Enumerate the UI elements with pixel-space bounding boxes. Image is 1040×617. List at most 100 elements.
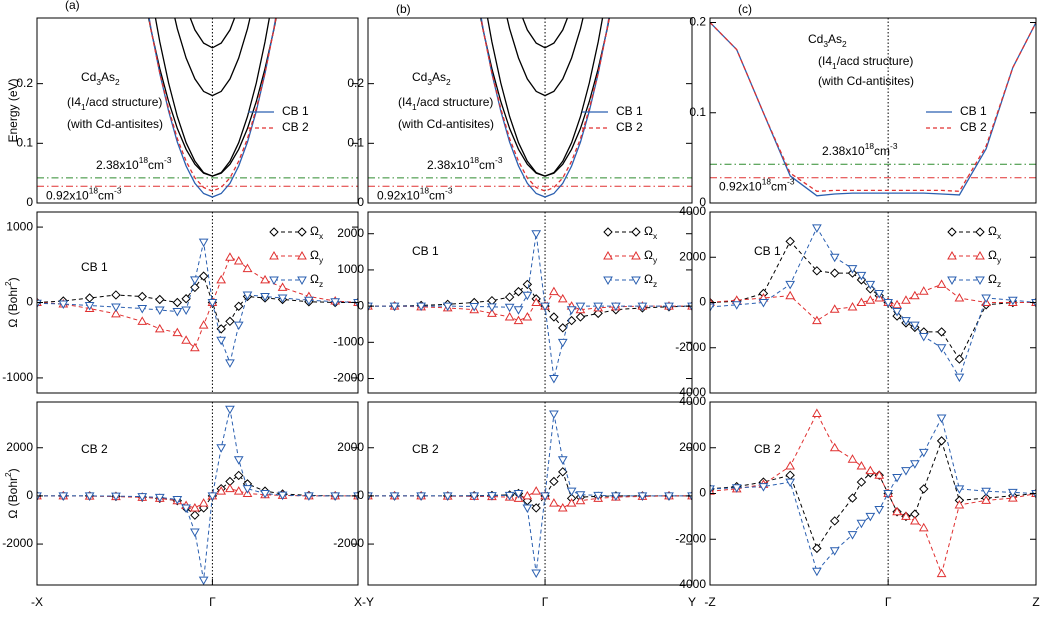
data-point — [172, 308, 183, 317]
data-point — [829, 442, 840, 452]
data-point — [469, 302, 480, 312]
data-point — [260, 292, 270, 302]
data-point — [58, 300, 69, 310]
legend-label-part: z — [997, 279, 1001, 289]
data-point — [154, 306, 165, 316]
data-point — [277, 491, 288, 501]
data-point — [531, 297, 542, 306]
data-point — [936, 279, 947, 288]
data-point — [847, 265, 858, 274]
series-line — [506, 18, 584, 97]
antisite-note: (with Cd-antisites) — [398, 117, 494, 131]
data-point — [172, 327, 183, 337]
y-tick-label: 0.2 — [347, 76, 364, 90]
data-point — [557, 293, 568, 303]
data-point — [504, 292, 515, 302]
plot-frame — [367, 211, 693, 394]
y-axis-label-part: Ω (Bohr — [6, 286, 20, 328]
data-point — [137, 316, 148, 325]
data-point — [111, 308, 121, 318]
legend-marker — [603, 227, 613, 237]
data-point — [847, 302, 858, 311]
formula-part: As — [828, 32, 842, 46]
legend-marker — [631, 276, 641, 286]
reference-label-part: 18 — [470, 155, 480, 165]
structure-note-part: (I4 — [818, 54, 832, 68]
y-tick-label: -2000 — [675, 531, 706, 545]
data-point — [856, 477, 867, 487]
data-point — [154, 323, 165, 333]
band-label: CB 1 — [754, 244, 781, 258]
antisite-note: (with Cd-antisites) — [818, 74, 914, 88]
data-point — [566, 487, 577, 497]
legend-marker — [947, 227, 957, 237]
legend-label-part: y — [997, 255, 1002, 265]
band-label: CB 2 — [412, 442, 439, 456]
data-point — [198, 320, 209, 329]
reference-label-part: -3 — [114, 186, 122, 196]
reference-label-part: -3 — [890, 141, 898, 151]
data-point — [58, 492, 69, 501]
legend-label: Ωx — [310, 224, 324, 241]
data-point — [181, 306, 191, 316]
data-point — [856, 519, 867, 529]
panel: 00.10.22.38x1018cm-30.92x1018cm-3CB 1CB … — [347, 2, 693, 209]
reference-label: 0.92x1018cm-3 — [719, 177, 795, 194]
data-point — [981, 487, 991, 497]
x-tick-label: -Y — [362, 595, 374, 609]
formula-part: Cd — [412, 70, 427, 84]
data-point — [198, 238, 209, 248]
data-point — [637, 492, 648, 501]
legend-label: Ωy — [644, 248, 658, 265]
plot-area — [368, 212, 692, 393]
formula-part: 2 — [446, 77, 451, 87]
reference-label: 2.38x1018cm-3 — [822, 141, 898, 158]
x-tick-label: Z — [1032, 595, 1039, 609]
series-line — [521, 18, 569, 49]
reference-label: 2.38x1018cm-3 — [96, 155, 172, 172]
data-point — [207, 492, 218, 501]
plot-area — [37, 402, 358, 585]
legend-label-part: Ω — [310, 224, 319, 238]
data-point — [330, 298, 341, 307]
y-axis-label-part: 2 — [3, 472, 13, 477]
data-point — [37, 492, 42, 501]
reference-label-part: 2.38x10 — [427, 158, 470, 172]
data-point — [234, 301, 244, 311]
data-point — [910, 321, 920, 331]
data-point — [785, 478, 796, 488]
data-point — [172, 496, 183, 505]
data-point — [936, 568, 947, 578]
y-tick-label: 4000 — [679, 204, 706, 218]
series-line — [710, 412, 1036, 576]
data-point — [154, 493, 165, 503]
data-point — [874, 506, 885, 515]
data-point — [892, 299, 902, 309]
reference-label-part: -3 — [164, 155, 172, 165]
y-tick-label: 0.1 — [689, 105, 706, 119]
plot-frame — [367, 17, 693, 204]
legend-label: Ωy — [310, 248, 324, 265]
y-tick-label: -4000 — [675, 385, 706, 399]
data-point — [910, 460, 920, 469]
data-point — [190, 528, 200, 538]
series-line — [480, 18, 611, 177]
data-point — [611, 302, 621, 312]
legend-label: CB 2 — [616, 120, 643, 134]
legend-label: CB 1 — [282, 104, 309, 118]
y-tick-label: 2000 — [337, 226, 364, 240]
legend-label-part: Ω — [988, 272, 997, 286]
data-point — [190, 502, 200, 512]
data-point — [137, 305, 148, 314]
y-tick-label: 0.2 — [689, 15, 706, 29]
series-line — [174, 18, 251, 97]
data-point — [353, 492, 358, 501]
y-tick-label: -2000 — [2, 536, 33, 550]
structure-note-part: 1 — [832, 61, 837, 71]
series-line — [368, 290, 692, 322]
data-point — [575, 491, 586, 500]
data-point — [954, 292, 965, 302]
